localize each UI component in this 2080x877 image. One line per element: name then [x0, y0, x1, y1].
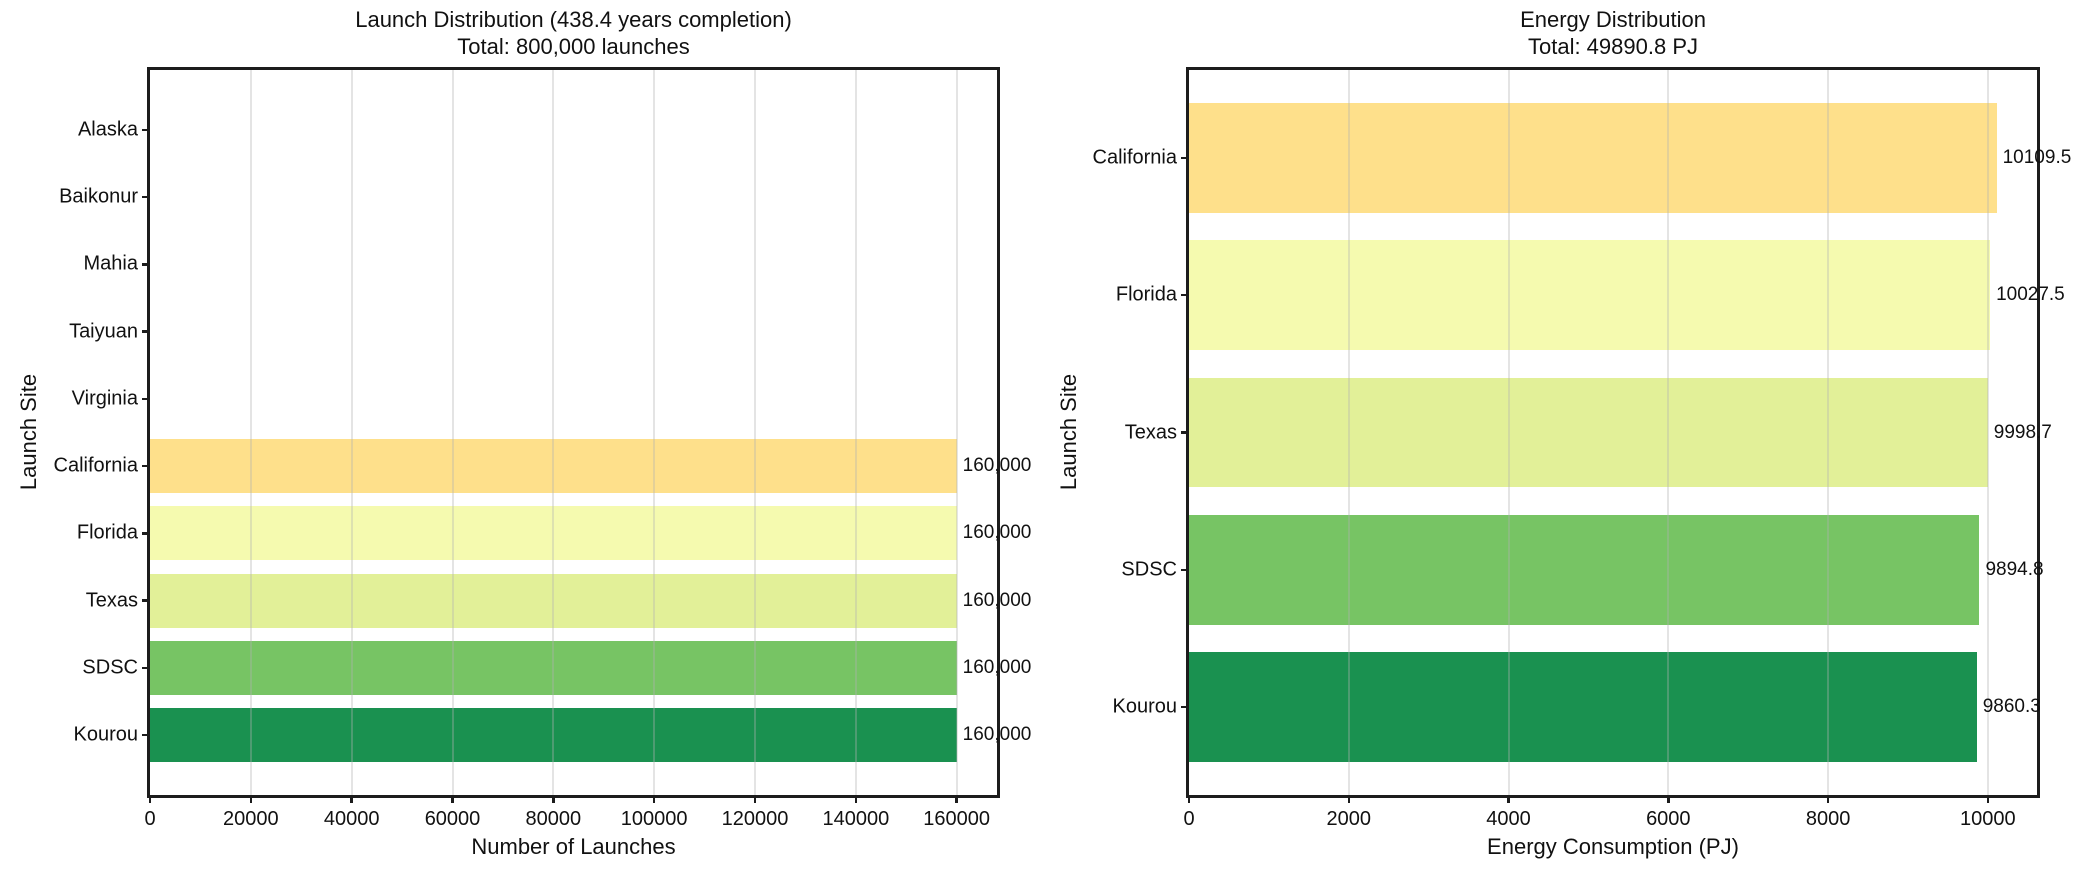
y-tick-label: Kourou	[1027, 696, 1177, 719]
gridline	[653, 70, 655, 795]
bar-value-label: 160,000	[963, 724, 1032, 746]
gridline	[452, 70, 454, 795]
bar-value-label: 160,000	[963, 522, 1032, 544]
gridline	[1508, 70, 1510, 795]
spine-bottom	[1186, 795, 2040, 798]
chart-title-line1: Energy Distribution	[1189, 6, 2037, 33]
gridline	[250, 70, 252, 795]
x-tick-label: 8000	[1806, 808, 1851, 831]
bar-kourou	[1189, 652, 1977, 762]
spine-top	[147, 67, 1000, 70]
y-tick-label: Florida	[1027, 284, 1177, 307]
x-tick-label: 0	[1183, 808, 1194, 831]
bar-value-label: 10027.5	[1996, 284, 2065, 306]
gridline	[1667, 70, 1669, 795]
spine-left	[147, 67, 150, 798]
bar-texas	[1189, 378, 1988, 488]
bar-value-label: 9894.8	[1985, 559, 2043, 581]
y-tick-label: California	[1027, 146, 1177, 169]
gridline	[1987, 70, 1989, 795]
gridline	[552, 70, 554, 795]
y-tick-label: SDSC	[1027, 558, 1177, 581]
gridline	[855, 70, 857, 795]
x-axis-label: Energy Consumption (PJ)	[1189, 834, 2037, 860]
bar-florida	[1189, 240, 1990, 350]
x-tick-label: 2000	[1327, 808, 1372, 831]
bar-value-label: 160,000	[963, 657, 1032, 679]
gridline	[1348, 70, 1350, 795]
gridline	[956, 70, 958, 795]
x-tick-label: 4000	[1486, 808, 1531, 831]
bar-sdsc	[1189, 515, 1979, 625]
gridline	[1827, 70, 1829, 795]
spine-bottom	[147, 795, 1000, 798]
spine-right	[997, 67, 1000, 798]
x-tick-label: 10000	[1960, 808, 2016, 831]
bar-value-label: 9998.7	[1994, 422, 2052, 444]
gridline	[754, 70, 756, 795]
chart-title: Energy Distribution Total: 49890.8 PJ	[1189, 6, 2037, 60]
chart-title-line2: Total: 49890.8 PJ	[1189, 33, 2037, 60]
figure: { "figure": { "background": "#ffffff", "…	[0, 0, 2080, 877]
x-tick-label: 6000	[1646, 808, 1691, 831]
spine-left	[1186, 67, 1189, 798]
bar-value-label: 9860.3	[1983, 696, 2041, 718]
gridline	[351, 70, 353, 795]
y-tick-label: Texas	[1027, 421, 1177, 444]
bar-value-label: 10109.5	[2003, 147, 2072, 169]
spine-top	[1186, 67, 2040, 70]
bar-california	[1189, 103, 1997, 213]
bar-value-label: 160,000	[963, 590, 1032, 612]
bar-value-label: 160,000	[963, 455, 1032, 477]
